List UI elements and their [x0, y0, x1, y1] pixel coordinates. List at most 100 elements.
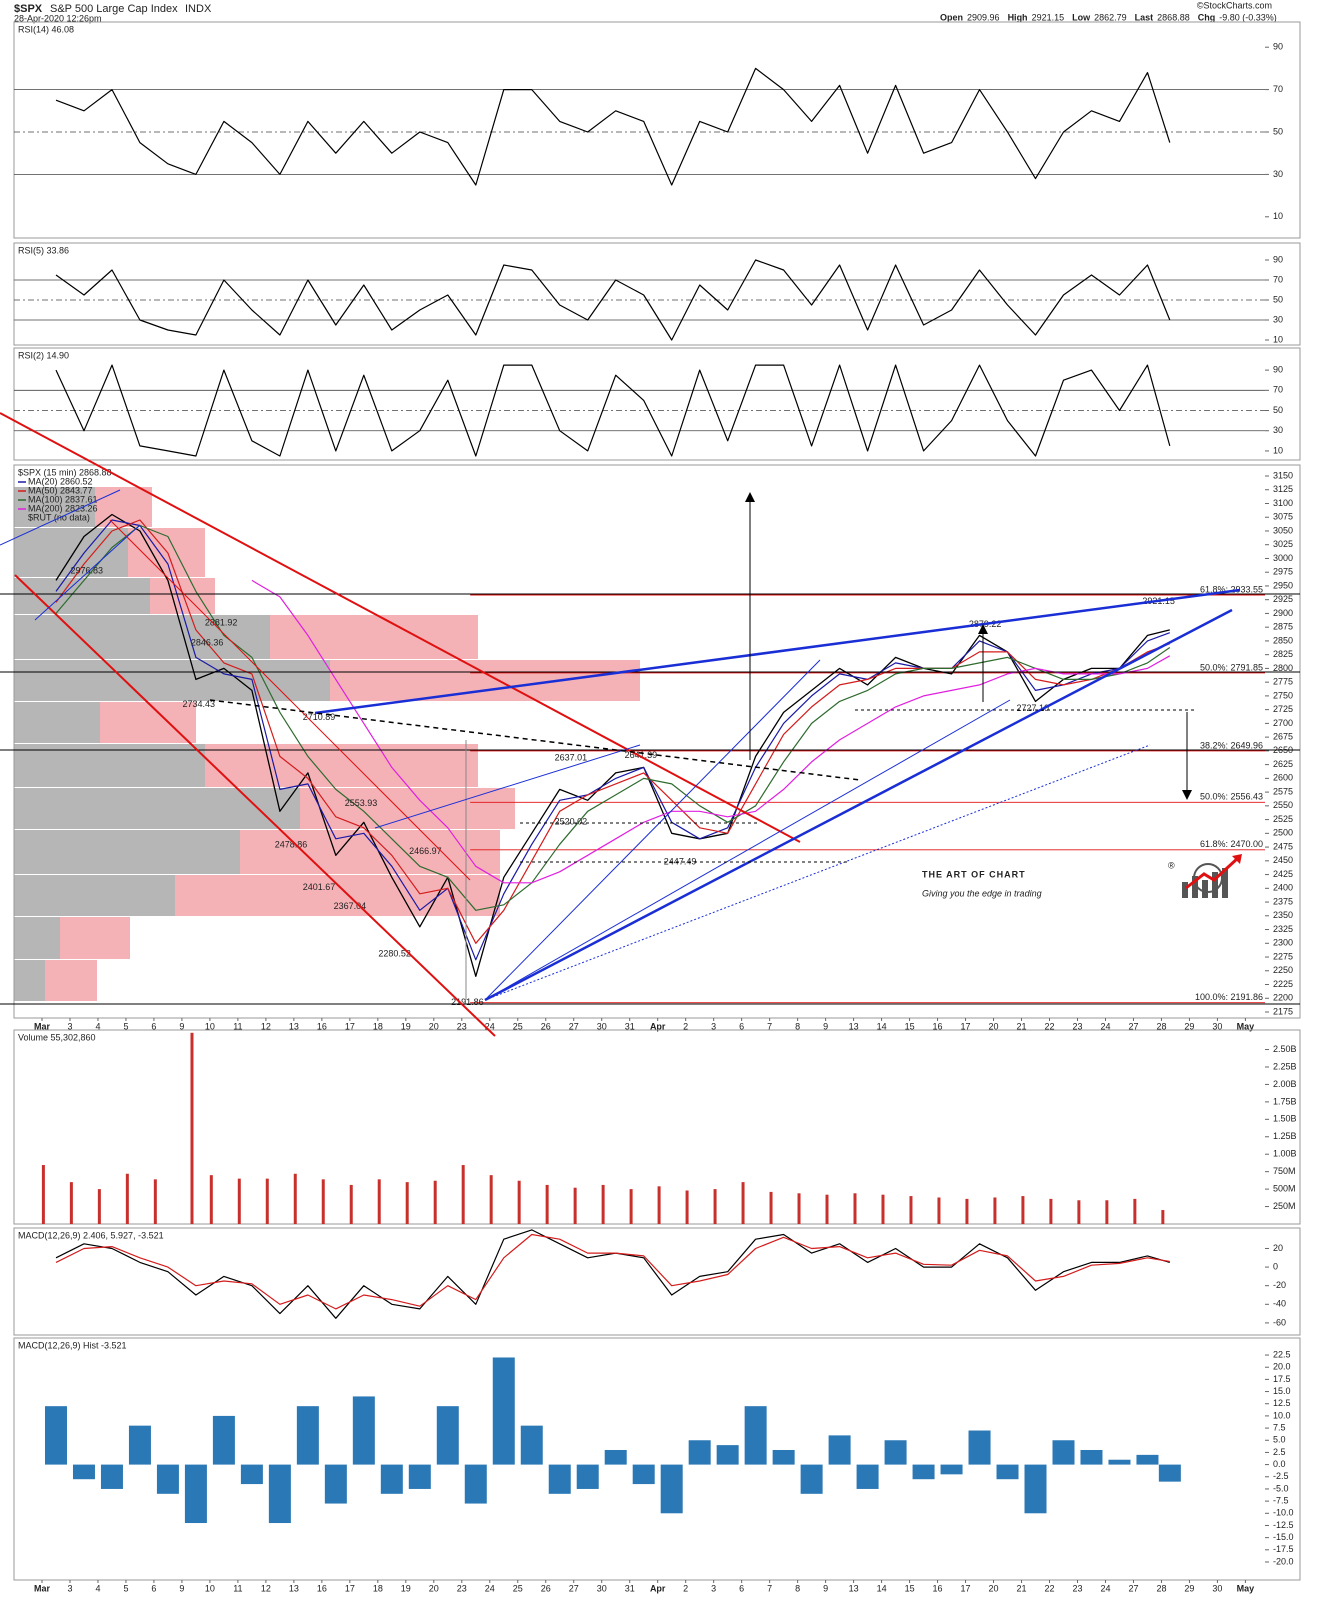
x-tick-label: 9	[823, 1021, 828, 1031]
x-tick-label: 16	[933, 1021, 943, 1031]
bar	[996, 1464, 1019, 1480]
fib-label: 61.8%: 2470.00	[1200, 839, 1263, 849]
bar	[769, 1191, 773, 1224]
bar	[912, 1464, 935, 1480]
x-tick-label: 24	[1100, 1583, 1110, 1593]
x-tick-label: 3	[711, 1021, 716, 1031]
y-tick-label: -40	[1273, 1299, 1286, 1309]
bar	[268, 1464, 291, 1524]
x-tick-label: 26	[541, 1021, 551, 1031]
y-tick-label: 2575	[1273, 786, 1293, 796]
profile-bar	[14, 917, 60, 959]
y-tick-label: 2675	[1273, 732, 1293, 742]
dashed-line	[209, 699, 861, 781]
blue-trendline	[0, 489, 121, 546]
y-tick-label: 2.25B	[1273, 1061, 1297, 1071]
y-tick-label: 2800	[1273, 663, 1293, 673]
series-line	[55, 364, 1171, 457]
panel	[14, 67, 1265, 186]
bar	[1052, 1440, 1075, 1465]
bar	[44, 1406, 67, 1465]
bar	[937, 1197, 941, 1224]
legend-entry: MA(100) 2837.61	[28, 494, 98, 504]
bar	[41, 1165, 45, 1224]
x-tick-label: 23	[1072, 1021, 1082, 1031]
logo-bar	[1182, 882, 1188, 898]
bar	[125, 1173, 129, 1224]
x-tick-label: May	[1237, 1583, 1255, 1593]
logo-bar	[1202, 880, 1208, 898]
y-tick-label: -20	[1273, 1280, 1286, 1290]
quote-item: Chg	[1198, 12, 1216, 22]
logo-title: THE ART OF CHART	[922, 869, 1026, 879]
bar	[632, 1464, 655, 1485]
panel-title: RSI(5) 33.86	[18, 245, 69, 255]
bar	[97, 1189, 101, 1224]
y-tick-label: 7.5	[1273, 1422, 1286, 1432]
y-tick-label: 2250	[1273, 965, 1293, 975]
price-label: 2401.67	[303, 882, 336, 892]
bar	[352, 1396, 375, 1465]
bar	[881, 1194, 885, 1224]
y-tick-label: 2900	[1273, 608, 1293, 618]
x-tick-label: 6	[151, 1583, 156, 1593]
x-tick-label: May	[1237, 1021, 1255, 1031]
price-label: 2520.02	[555, 817, 588, 827]
y-tick-label: 17.5	[1273, 1374, 1291, 1384]
price-label: 2447.49	[664, 857, 697, 867]
y-tick-label: 3150	[1273, 470, 1293, 480]
y-tick-label: 2300	[1273, 938, 1293, 948]
series-line	[55, 519, 1171, 944]
y-tick-label: 1.00B	[1273, 1149, 1297, 1159]
blue-trendline	[374, 744, 641, 829]
volume-profile	[14, 487, 640, 1001]
x-tick-label: 24	[485, 1583, 495, 1593]
price-label: 2846.36	[191, 637, 224, 647]
x-tick-label: 28	[1156, 1021, 1166, 1031]
x-tick-label: Mar	[34, 1583, 51, 1593]
red-trendline	[0, 412, 801, 843]
y-tick-label: 0.0	[1273, 1459, 1286, 1469]
x-tick-label: 17	[961, 1021, 971, 1031]
y-tick-label: 2.50B	[1273, 1044, 1297, 1054]
bar	[828, 1435, 851, 1465]
bar	[713, 1189, 717, 1224]
panel-frame	[13, 21, 1301, 239]
x-tick-label: 23	[457, 1021, 467, 1031]
x-tick-label: 8	[795, 1583, 800, 1593]
bar	[461, 1165, 465, 1224]
logo-arrow-head	[1232, 854, 1242, 864]
y-tick-label: 1.75B	[1273, 1096, 1297, 1106]
bar	[1161, 1210, 1165, 1224]
bar	[321, 1179, 325, 1224]
y-tick-label: 1.25B	[1273, 1131, 1297, 1141]
x-tick-label: 23	[457, 1583, 467, 1593]
arrow-head	[1182, 790, 1192, 800]
series-line	[55, 67, 1171, 186]
y-tick-label: 2950	[1273, 580, 1293, 590]
bar	[100, 1464, 123, 1489]
bar	[489, 1175, 493, 1224]
fib-label: 50.0%: 2556.43	[1200, 792, 1263, 802]
panel	[14, 364, 1265, 457]
logo: THE ART OF CHART ® Giving you the edge i…	[922, 854, 1242, 898]
y-tick-label: 2200	[1273, 993, 1293, 1003]
price-label: 2710.89	[303, 712, 336, 722]
y-tick-label: 20	[1273, 1243, 1283, 1253]
bar	[744, 1406, 767, 1465]
logo-tagline: Giving you the edge in trading	[922, 888, 1042, 898]
x-tick-label: 16	[317, 1583, 327, 1593]
timestamp: 28-Apr-2020 12:26pm	[14, 13, 102, 23]
bar	[601, 1184, 605, 1224]
y-tick-label: 70	[1273, 84, 1283, 94]
bar	[1077, 1200, 1081, 1224]
bar	[296, 1406, 319, 1465]
bar	[69, 1182, 73, 1224]
x-tick-label: 3	[711, 1583, 716, 1593]
y-tick-label: 2450	[1273, 855, 1293, 865]
profile-bar	[14, 875, 175, 916]
panel-title: $SPX (15 min) 2868.88	[18, 467, 112, 477]
bar	[349, 1184, 353, 1224]
x-tick-label: 3	[67, 1583, 72, 1593]
